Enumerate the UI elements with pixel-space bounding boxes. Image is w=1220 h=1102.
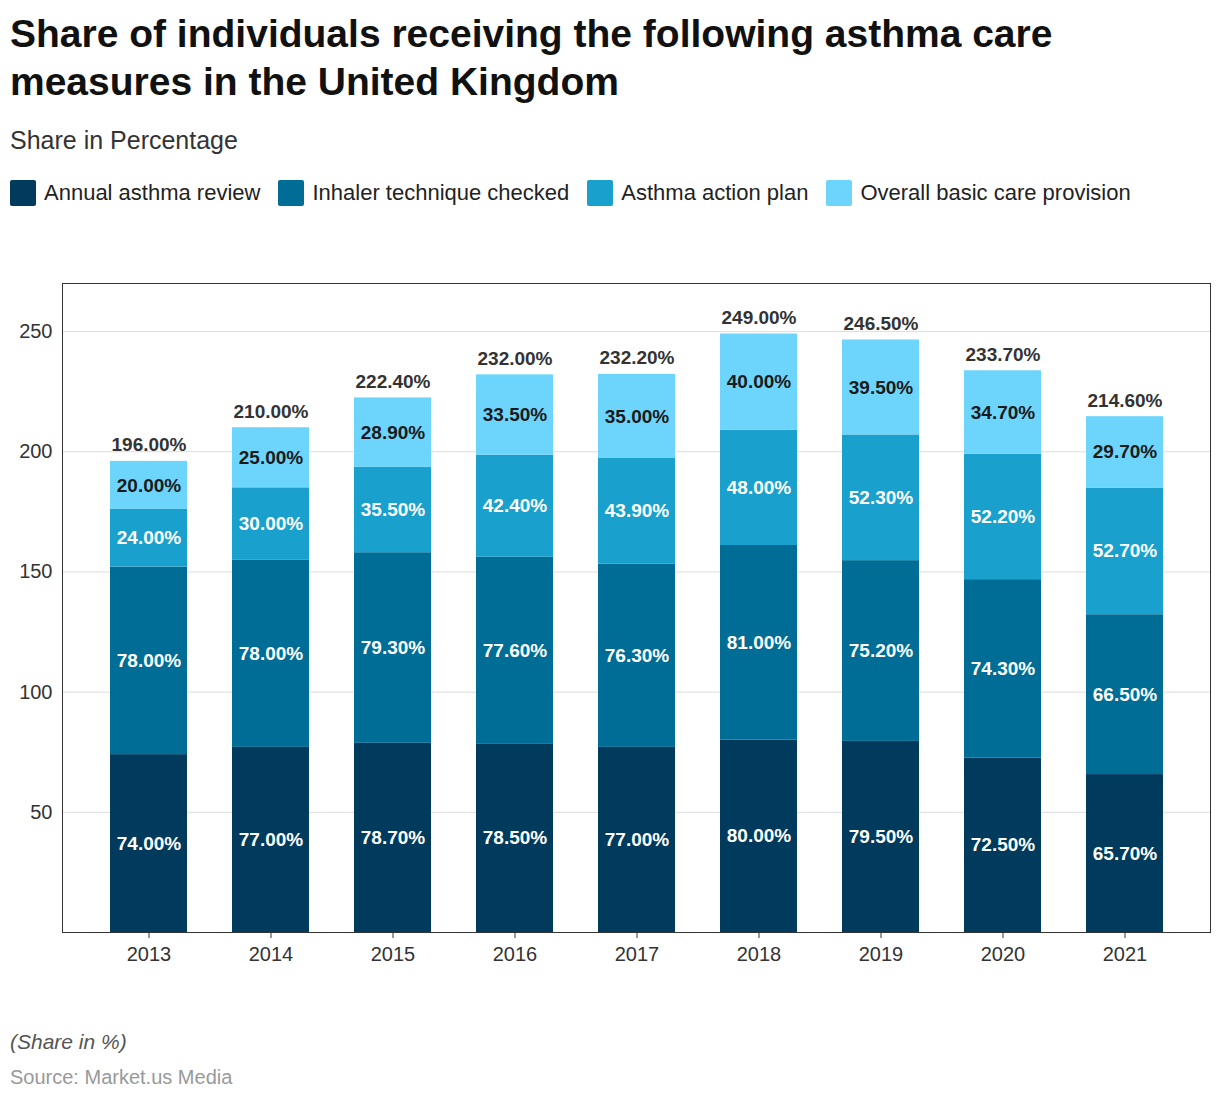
svg-text:35.00%: 35.00% bbox=[605, 406, 670, 427]
svg-text:20.00%: 20.00% bbox=[117, 474, 182, 495]
html-text:Source: Market.us Media: Source: Market.us Media bbox=[10, 1066, 233, 1088]
svg-text:233.70%: 233.70% bbox=[965, 344, 1040, 365]
html-text:Annual asthma review: Annual asthma review bbox=[44, 180, 261, 205]
html-text:Share of individuals receiving: Share of individuals receiving the follo… bbox=[10, 12, 1053, 103]
svg-text:77.00%: 77.00% bbox=[605, 829, 670, 850]
svg-text:2016: 2016 bbox=[493, 943, 538, 965]
svg-text:78.70%: 78.70% bbox=[361, 827, 426, 848]
svg-text:232.20%: 232.20% bbox=[599, 347, 674, 368]
svg-text:150: 150 bbox=[19, 560, 52, 582]
svg-text:2019: 2019 bbox=[859, 943, 904, 965]
svg-text:76.30%: 76.30% bbox=[605, 645, 670, 666]
svg-text:200: 200 bbox=[19, 440, 52, 462]
svg-text:39.50%: 39.50% bbox=[849, 377, 914, 398]
svg-text:81.00%: 81.00% bbox=[727, 632, 792, 653]
svg-text:2018: 2018 bbox=[737, 943, 782, 965]
svg-text:2021: 2021 bbox=[1103, 943, 1148, 965]
svg-text:25.00%: 25.00% bbox=[239, 447, 304, 468]
svg-text:249.00%: 249.00% bbox=[721, 307, 796, 328]
svg-text:75.20%: 75.20% bbox=[849, 640, 914, 661]
svg-text:2020: 2020 bbox=[981, 943, 1026, 965]
svg-text:34.70%: 34.70% bbox=[971, 402, 1036, 423]
svg-text:43.90%: 43.90% bbox=[605, 500, 670, 521]
svg-text:30.00%: 30.00% bbox=[239, 513, 304, 534]
svg-text:77.00%: 77.00% bbox=[239, 829, 304, 850]
svg-text:2013: 2013 bbox=[127, 943, 172, 965]
svg-text:48.00%: 48.00% bbox=[727, 477, 792, 498]
svg-text:2015: 2015 bbox=[371, 943, 416, 965]
svg-text:100: 100 bbox=[19, 681, 52, 703]
html-text:Asthma action plan: Asthma action plan bbox=[621, 180, 809, 205]
svg-text:78.00%: 78.00% bbox=[117, 650, 182, 671]
svg-text:74.00%: 74.00% bbox=[117, 833, 182, 854]
svg-text:250: 250 bbox=[19, 320, 52, 342]
svg-text:24.00%: 24.00% bbox=[117, 527, 182, 548]
svg-text:2017: 2017 bbox=[615, 943, 660, 965]
svg-text:232.00%: 232.00% bbox=[477, 348, 552, 369]
svg-text:78.00%: 78.00% bbox=[239, 643, 304, 664]
svg-text:35.50%: 35.50% bbox=[361, 499, 426, 520]
svg-text:52.70%: 52.70% bbox=[1093, 540, 1158, 561]
html-text:Overall basic care provision: Overall basic care provision bbox=[860, 180, 1131, 205]
svg-text:78.50%: 78.50% bbox=[483, 827, 548, 848]
svg-text:29.70%: 29.70% bbox=[1093, 441, 1158, 462]
svg-text:246.50%: 246.50% bbox=[843, 313, 918, 334]
svg-text:72.50%: 72.50% bbox=[971, 834, 1036, 855]
svg-text:42.40%: 42.40% bbox=[483, 495, 548, 516]
html-text:Share in Percentage: Share in Percentage bbox=[10, 126, 238, 154]
html-text:(Share in %): (Share in %) bbox=[10, 1030, 127, 1053]
html-text:Inhaler technique checked: Inhaler technique checked bbox=[312, 180, 570, 205]
svg-text:66.50%: 66.50% bbox=[1093, 684, 1158, 705]
svg-text:79.50%: 79.50% bbox=[849, 826, 914, 847]
svg-text:52.30%: 52.30% bbox=[849, 487, 914, 508]
svg-text:65.70%: 65.70% bbox=[1093, 843, 1158, 864]
svg-text:214.60%: 214.60% bbox=[1087, 390, 1162, 411]
svg-text:2014: 2014 bbox=[249, 943, 294, 965]
svg-text:52.20%: 52.20% bbox=[971, 506, 1036, 527]
svg-text:80.00%: 80.00% bbox=[727, 825, 792, 846]
svg-text:28.90%: 28.90% bbox=[361, 422, 426, 443]
svg-text:74.30%: 74.30% bbox=[971, 658, 1036, 679]
svg-text:222.40%: 222.40% bbox=[355, 371, 430, 392]
svg-text:50: 50 bbox=[30, 801, 52, 823]
svg-text:196.00%: 196.00% bbox=[111, 434, 186, 455]
svg-text:77.60%: 77.60% bbox=[483, 640, 548, 661]
svg-text:40.00%: 40.00% bbox=[727, 371, 792, 392]
svg-text:79.30%: 79.30% bbox=[361, 637, 426, 658]
svg-text:210.00%: 210.00% bbox=[233, 401, 308, 422]
svg-text:33.50%: 33.50% bbox=[483, 404, 548, 425]
